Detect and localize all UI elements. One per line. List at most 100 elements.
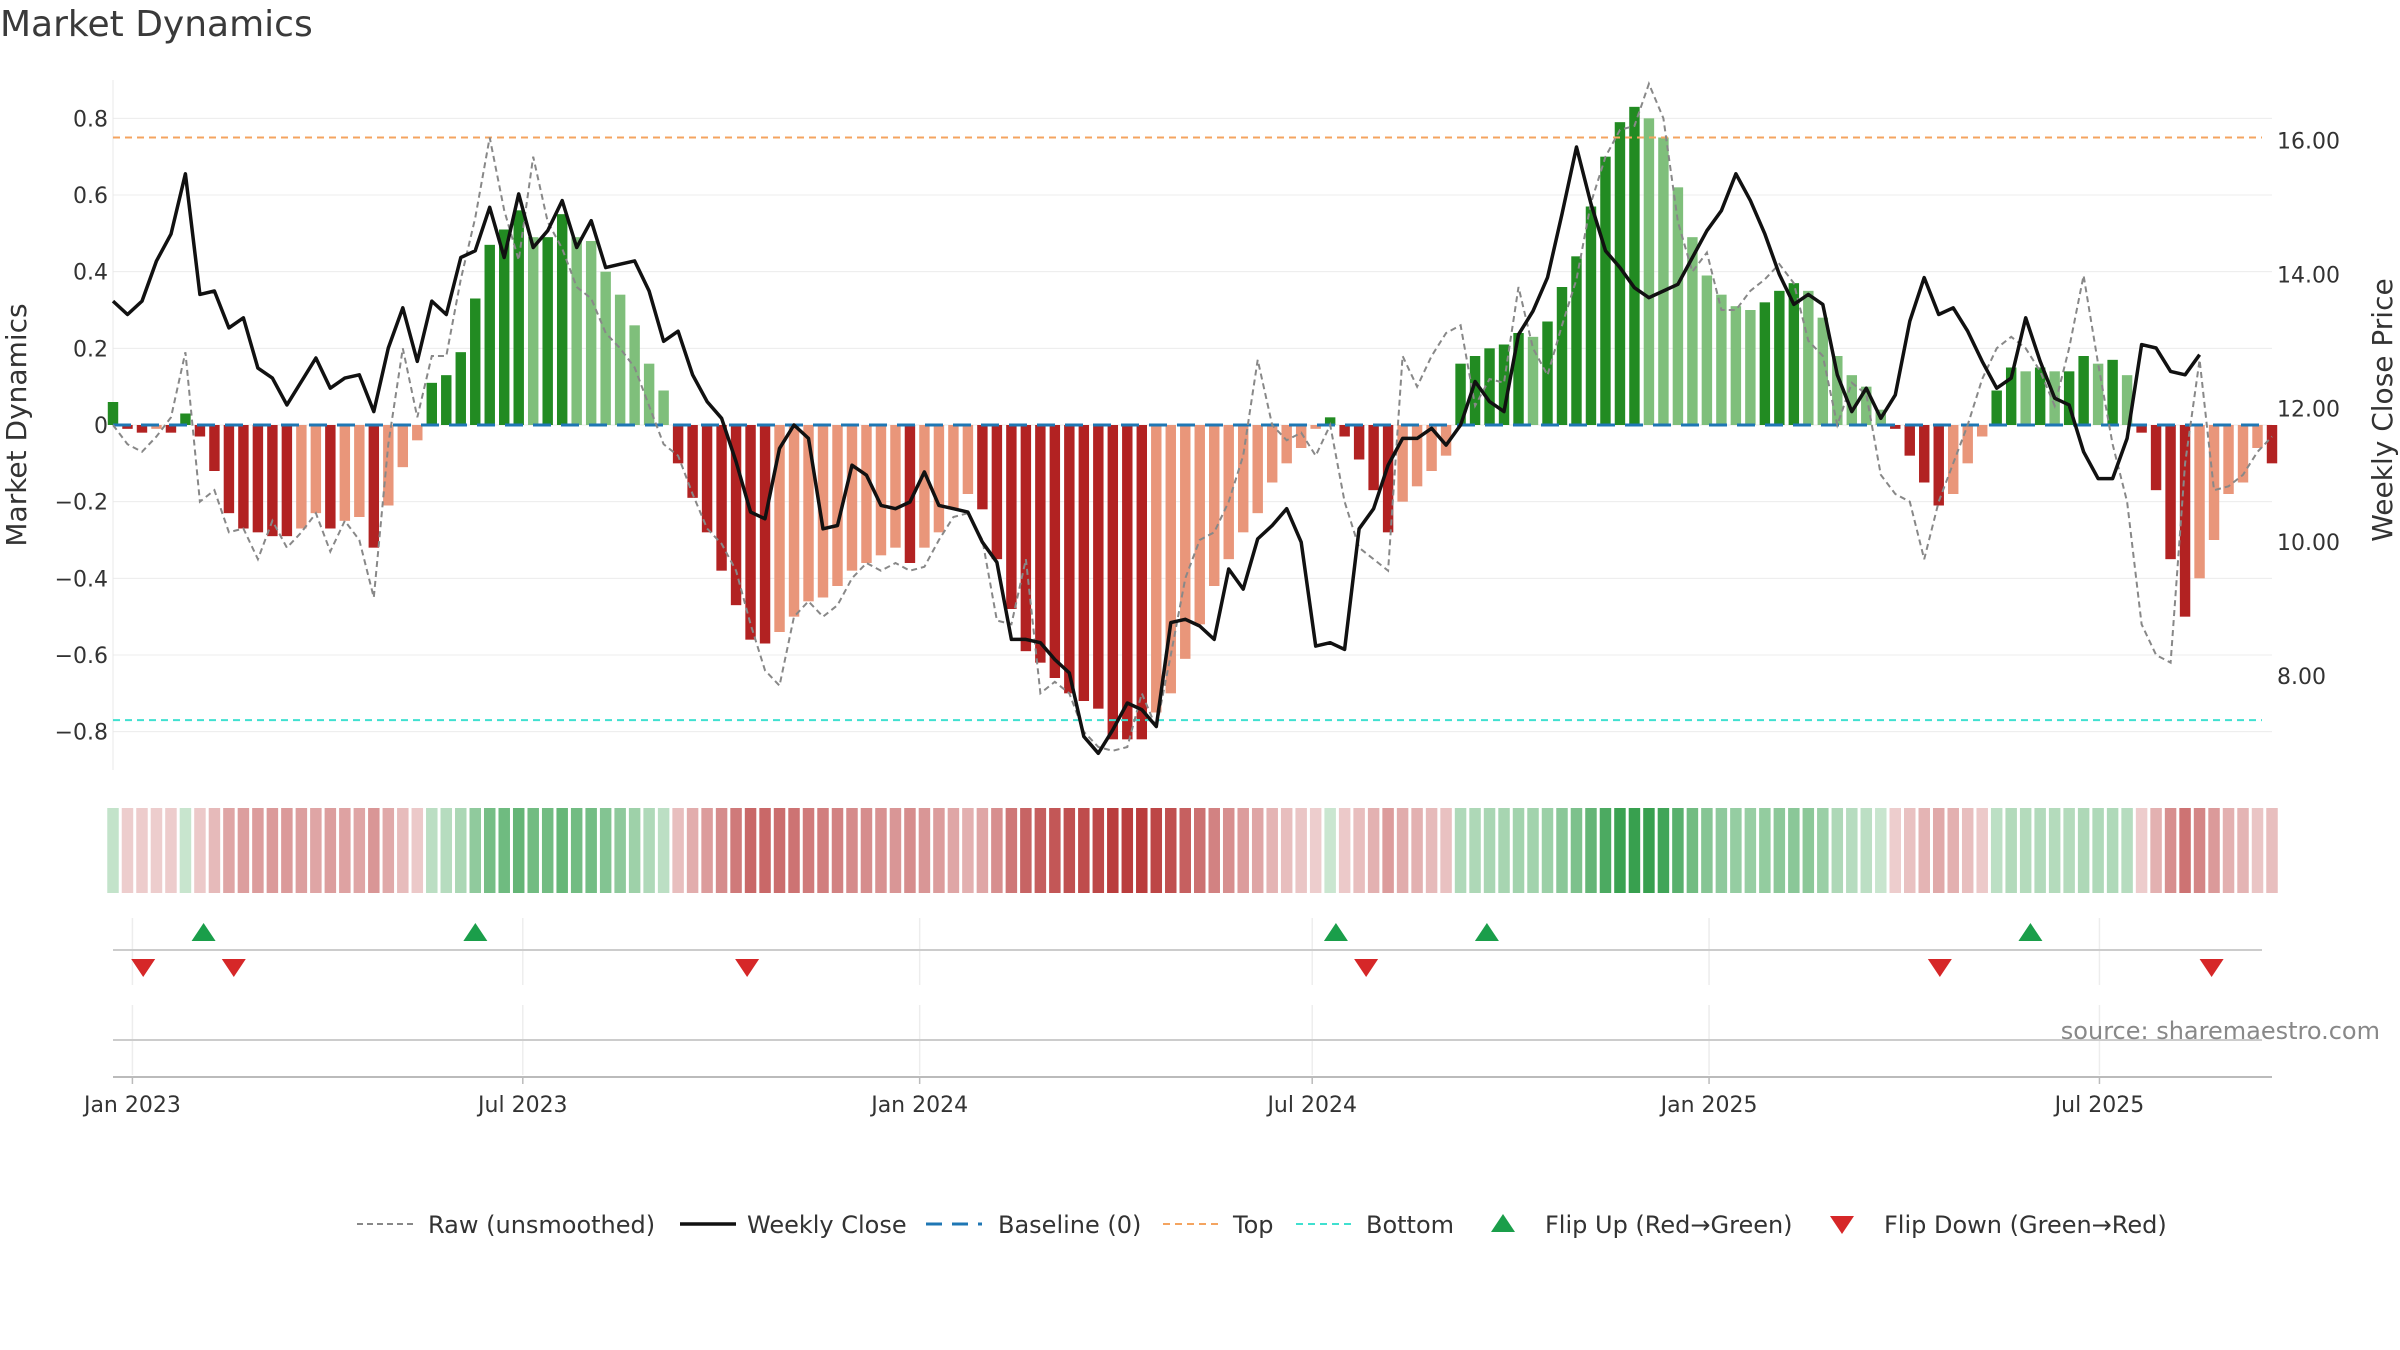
- regime-band-cell: [672, 808, 684, 893]
- dynamics-bar: [875, 425, 887, 556]
- regime-band-cell: [426, 808, 438, 893]
- left-tick-label: 0: [94, 414, 108, 439]
- dynamics-bar: [1817, 317, 1829, 425]
- regime-band-cell: [266, 808, 279, 893]
- dynamics-bar: [1107, 425, 1119, 740]
- dynamics-bar: [701, 425, 713, 533]
- dynamics-bar: [1020, 425, 1032, 652]
- dynamics-bar: [383, 425, 394, 506]
- dynamics-bar: [643, 363, 655, 425]
- legend-flip-down-swatch: [1830, 1216, 1854, 1234]
- flip-down-marker: [131, 959, 156, 977]
- regime-band-cell: [2251, 808, 2264, 893]
- regime-band-cell: [121, 808, 134, 893]
- regime-band-cell: [730, 808, 742, 893]
- dynamics-bar: [1919, 425, 1930, 483]
- dynamics-bar: [2136, 425, 2147, 433]
- dynamics-bar: [1788, 283, 1800, 425]
- dynamics-bar: [1614, 122, 1626, 426]
- regime-band-cell: [1107, 808, 1119, 893]
- regime-band-cell: [1701, 808, 1713, 893]
- dynamics-bar: [1122, 425, 1133, 740]
- regime-band-cell: [1121, 808, 1134, 893]
- regime-band-cell: [1599, 808, 1612, 893]
- legend-flip-up-swatch: [1491, 1214, 1515, 1232]
- regime-band-cell: [150, 808, 163, 893]
- regime-band-cell: [1498, 808, 1510, 893]
- x-tick-label: Jul 2025: [2053, 1093, 2145, 1118]
- regime-band-cell: [1918, 808, 1930, 893]
- regime-band-cell: [1382, 808, 1394, 893]
- regime-band-cell: [1976, 808, 1988, 893]
- dynamics-bar: [296, 425, 307, 529]
- regime-band-cell: [1802, 808, 1815, 893]
- regime-band-cell: [165, 808, 177, 893]
- dynamics-bar: [1426, 425, 1437, 471]
- dynamics-bar: [1281, 425, 1292, 464]
- dynamics-bar: [2252, 425, 2263, 448]
- dynamics-bar: [1861, 386, 1872, 425]
- dynamics-bar: [1571, 256, 1582, 425]
- dynamics-bar: [368, 425, 380, 548]
- dynamics-bar: [1049, 425, 1061, 678]
- regime-band-cell: [2179, 808, 2191, 893]
- left-tick-label: −0.2: [55, 491, 108, 516]
- dynamics-bar: [1774, 290, 1785, 425]
- regime-band-cell: [1353, 808, 1365, 893]
- regime-band-cell: [1947, 808, 1959, 893]
- regime-band-cell: [1788, 808, 1800, 893]
- dynamics-bar: [2121, 375, 2133, 425]
- dynamics-bar: [1194, 425, 1205, 625]
- regime-band-cell: [875, 808, 887, 893]
- regime-band-cell: [904, 808, 916, 893]
- regime-band-cell: [1961, 808, 1974, 893]
- regime-band-cell: [397, 808, 409, 893]
- regime-band-cell: [643, 808, 655, 893]
- regime-band-cell: [1512, 808, 1525, 893]
- regime-band-cell: [252, 808, 264, 893]
- regime-band-cell: [1759, 808, 1771, 893]
- regime-band-cell: [1773, 808, 1786, 893]
- regime-band-cell: [1817, 808, 1829, 893]
- raw-line: [112, 80, 2273, 752]
- dynamics-bar: [2063, 371, 2075, 425]
- right-tick-label: 12.00: [2277, 397, 2340, 422]
- dynamics-bar: [1209, 425, 1220, 586]
- left-tick-label: −0.8: [55, 721, 108, 746]
- flip-up-marker: [1474, 923, 1499, 941]
- dynamics-bar: [499, 229, 510, 425]
- dynamics-bar: [861, 425, 872, 563]
- regime-band-cell: [2063, 808, 2075, 893]
- dynamics-bar: [238, 425, 249, 529]
- regime-band-cell: [1744, 808, 1757, 893]
- regime-band-cell: [527, 808, 539, 893]
- regime-band-cell: [498, 808, 510, 893]
- regime-band-cell: [2005, 808, 2017, 893]
- dynamics-bar: [151, 425, 162, 429]
- dynamics-bar: [209, 425, 220, 471]
- dynamics-bar: [441, 375, 452, 425]
- dynamics-bar: [759, 425, 771, 644]
- dynamics-bar: [600, 271, 611, 425]
- dynamics-bar: [2237, 425, 2249, 483]
- right-tick-label: 14.00: [2277, 263, 2340, 288]
- flip-up-marker: [2018, 923, 2043, 941]
- left-tick-label: −0.6: [55, 644, 108, 669]
- dynamics-bar: [136, 425, 148, 433]
- dynamics-bar: [1353, 425, 1365, 460]
- left-tick-label: 0.8: [73, 107, 108, 132]
- regime-band-cell: [1396, 808, 1409, 893]
- regime-band-cell: [194, 808, 206, 893]
- dynamics-bar: [267, 425, 278, 537]
- left-tick-label: 0.2: [73, 337, 108, 362]
- regime-band-cell: [136, 808, 148, 893]
- right-axis-title: Weekly Close Price: [2366, 278, 2399, 541]
- dynamics-bar: [1643, 118, 1655, 425]
- dynamics-bar: [2034, 367, 2046, 425]
- dynamics-bar: [1324, 417, 1336, 425]
- regime-band-cell: [1990, 808, 2003, 893]
- dynamics-bar: [585, 241, 597, 425]
- dynamics-bar: [513, 210, 524, 425]
- regime-band-cell: [1904, 808, 1916, 893]
- regime-band-cell: [179, 808, 192, 893]
